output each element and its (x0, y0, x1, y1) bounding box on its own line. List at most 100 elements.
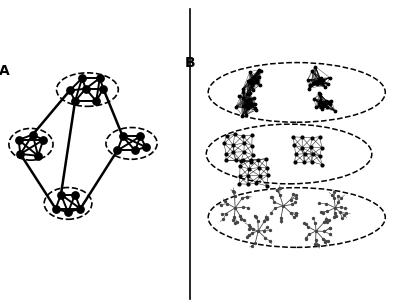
Point (249, 79, 255, 84)
Point (250, 88, 256, 93)
Point (322, 239, 328, 244)
Point (257, 83, 263, 87)
Point (72, 99, 78, 103)
Point (321, 229, 328, 234)
Point (263, 215, 270, 220)
Point (301, 221, 308, 225)
Point (264, 165, 270, 170)
Point (40, 137, 47, 142)
Point (252, 241, 259, 245)
Point (312, 221, 319, 226)
Point (262, 235, 269, 240)
Point (245, 166, 252, 171)
Point (278, 215, 284, 220)
Point (304, 77, 311, 82)
Point (223, 152, 229, 157)
Point (318, 78, 324, 83)
Point (220, 217, 227, 221)
Point (255, 157, 261, 162)
Point (238, 159, 244, 164)
Point (311, 96, 317, 101)
Point (276, 192, 283, 197)
Point (319, 162, 326, 167)
Point (306, 86, 312, 91)
Point (293, 211, 299, 216)
Point (266, 238, 273, 243)
Point (305, 225, 312, 229)
Point (253, 181, 259, 186)
Point (249, 81, 256, 86)
Point (324, 99, 331, 104)
Point (318, 80, 325, 85)
Point (316, 76, 322, 81)
Point (278, 219, 284, 224)
Point (316, 79, 323, 83)
Point (292, 200, 298, 205)
Point (308, 159, 315, 164)
Point (288, 210, 294, 215)
Point (230, 143, 236, 148)
Point (338, 205, 344, 209)
Point (249, 103, 255, 107)
Point (250, 227, 257, 232)
Point (247, 103, 253, 108)
Point (332, 214, 339, 219)
Point (290, 134, 296, 139)
Point (142, 144, 149, 149)
Point (251, 78, 257, 83)
Point (240, 95, 246, 100)
Point (241, 149, 247, 154)
Point (231, 190, 237, 195)
Point (309, 135, 315, 140)
Point (320, 104, 326, 109)
Point (332, 205, 338, 210)
Point (244, 91, 250, 96)
Point (324, 209, 330, 214)
Point (262, 156, 269, 161)
Point (222, 198, 228, 203)
Point (322, 99, 329, 104)
Point (245, 79, 251, 84)
Point (244, 105, 251, 110)
Point (320, 236, 326, 241)
Point (233, 104, 239, 109)
Point (293, 193, 299, 198)
Point (302, 221, 309, 226)
Point (237, 214, 243, 219)
Point (320, 103, 327, 108)
Point (325, 81, 331, 86)
Point (246, 227, 252, 232)
Point (231, 132, 238, 137)
Point (314, 82, 320, 87)
Point (331, 214, 337, 219)
Point (341, 213, 348, 218)
Point (250, 96, 257, 101)
Point (335, 200, 342, 205)
Point (309, 68, 315, 73)
Point (239, 158, 246, 163)
Point (253, 215, 259, 220)
Point (313, 105, 319, 110)
Point (15, 137, 22, 142)
Point (338, 196, 344, 201)
Point (274, 187, 281, 192)
Point (316, 77, 323, 82)
Point (329, 193, 336, 198)
Point (318, 101, 324, 106)
Point (58, 192, 64, 197)
Point (310, 216, 316, 221)
Point (247, 91, 253, 95)
Point (239, 87, 246, 91)
Text: A: A (0, 64, 10, 78)
Point (320, 103, 326, 108)
Point (313, 80, 319, 85)
Point (318, 78, 324, 83)
Point (302, 151, 308, 156)
Point (248, 159, 254, 164)
Point (292, 196, 299, 201)
Point (264, 217, 270, 222)
Point (232, 205, 238, 210)
Point (319, 107, 325, 111)
Point (77, 206, 83, 211)
Point (249, 230, 255, 235)
